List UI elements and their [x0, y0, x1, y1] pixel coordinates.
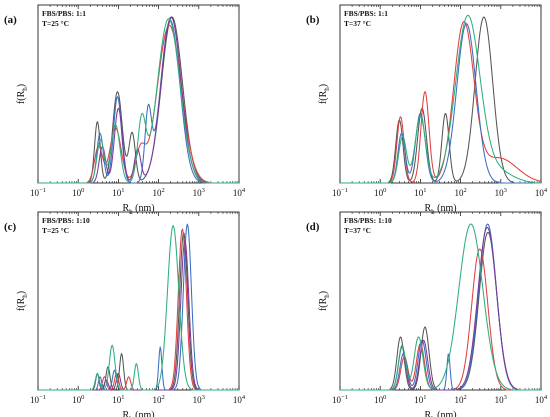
x-tick-label: 101 [112, 187, 124, 198]
plot-frame [37, 211, 240, 391]
series-line [38, 19, 239, 184]
series-line [340, 14, 541, 184]
x-axis-label: Rh (nm) [424, 410, 456, 417]
condition-text: T=37 °C [344, 226, 371, 235]
x-axis-label: Rh (nm) [122, 203, 154, 216]
plot-frame [339, 211, 542, 391]
series-line [38, 228, 239, 391]
series-line [38, 240, 239, 391]
chart-panel: 10−1 100 101 102 103 104 Rh (nm) f(Rh) (a) FBS/PB… [4, 4, 246, 216]
series-line [340, 223, 541, 391]
x-tick-label: 100 [374, 187, 386, 198]
series-line [38, 18, 239, 184]
chart-panel: 10−1 100 101 102 103 104 Rh (nm) f(Rh) (b) FBS/PB… [306, 4, 548, 216]
condition-text: FBS/PBS: 1:10 [344, 216, 392, 225]
x-tick-label: 104 [535, 394, 548, 405]
x-tick-label: 102 [152, 187, 164, 198]
series-line [38, 16, 239, 184]
x-tick-label: 100 [72, 394, 84, 405]
panel-label: (d) [306, 221, 320, 233]
panel-label: (a) [4, 14, 17, 26]
series-line [38, 223, 239, 391]
x-tick-label: 104 [535, 187, 548, 198]
chart-panel: 10−1 100 101 102 103 104 Rh (nm) f(Rh) (d) FBS/PB… [306, 211, 548, 417]
x-tick-label: 102 [152, 394, 164, 405]
x-tick-label: 10−1 [30, 394, 46, 405]
condition-text: T=37 °C [344, 19, 371, 28]
condition-text: FBS/PBS: 1:10 [42, 216, 90, 225]
series-line [38, 225, 239, 391]
x-axis-label: Rh (nm) [424, 203, 456, 216]
condition-text: T=25 °C [42, 19, 69, 28]
x-axis-label: Rh (nm) [122, 410, 154, 417]
x-tick-label: 101 [414, 394, 426, 405]
series-line [38, 16, 239, 184]
condition-text: FBS/PBS: 1:1 [42, 9, 86, 18]
condition-text: T=25 °C [42, 226, 69, 235]
chart-panel: 10−1 100 101 102 103 104 Rh (nm) f(Rh) (c) FBS/PB… [4, 211, 246, 417]
x-tick-label: 103 [193, 394, 205, 405]
panel-label: (b) [306, 14, 320, 26]
x-tick-label: 10−1 [332, 187, 348, 198]
x-tick-label: 100 [374, 394, 386, 405]
x-tick-label: 103 [193, 187, 205, 198]
x-tick-label: 100 [72, 187, 84, 198]
y-axis-label: f(Rh) [318, 84, 331, 104]
series-line [340, 248, 541, 391]
panel-label: (c) [4, 221, 17, 233]
series-line [340, 231, 541, 391]
series-line [38, 24, 239, 184]
y-axis-label: f(Rh) [16, 84, 29, 104]
series-line [340, 226, 541, 391]
x-tick-label: 101 [414, 187, 426, 198]
plot-frame [37, 4, 240, 184]
y-axis-label: f(Rh) [318, 291, 331, 311]
x-tick-label: 103 [495, 187, 507, 198]
series-line [38, 232, 239, 391]
condition-text: FBS/PBS: 1:1 [344, 9, 388, 18]
series-line [340, 223, 541, 391]
x-tick-label: 102 [454, 394, 466, 405]
x-tick-label: 10−1 [332, 394, 348, 405]
x-tick-label: 103 [495, 394, 507, 405]
x-tick-label: 101 [112, 394, 124, 405]
x-tick-label: 102 [454, 187, 466, 198]
x-tick-label: 104 [233, 394, 246, 405]
x-tick-label: 104 [233, 187, 246, 198]
series-line [340, 16, 541, 184]
y-axis-label: f(Rh) [16, 291, 29, 311]
plot-frame [339, 4, 542, 184]
x-tick-label: 10−1 [30, 187, 46, 198]
